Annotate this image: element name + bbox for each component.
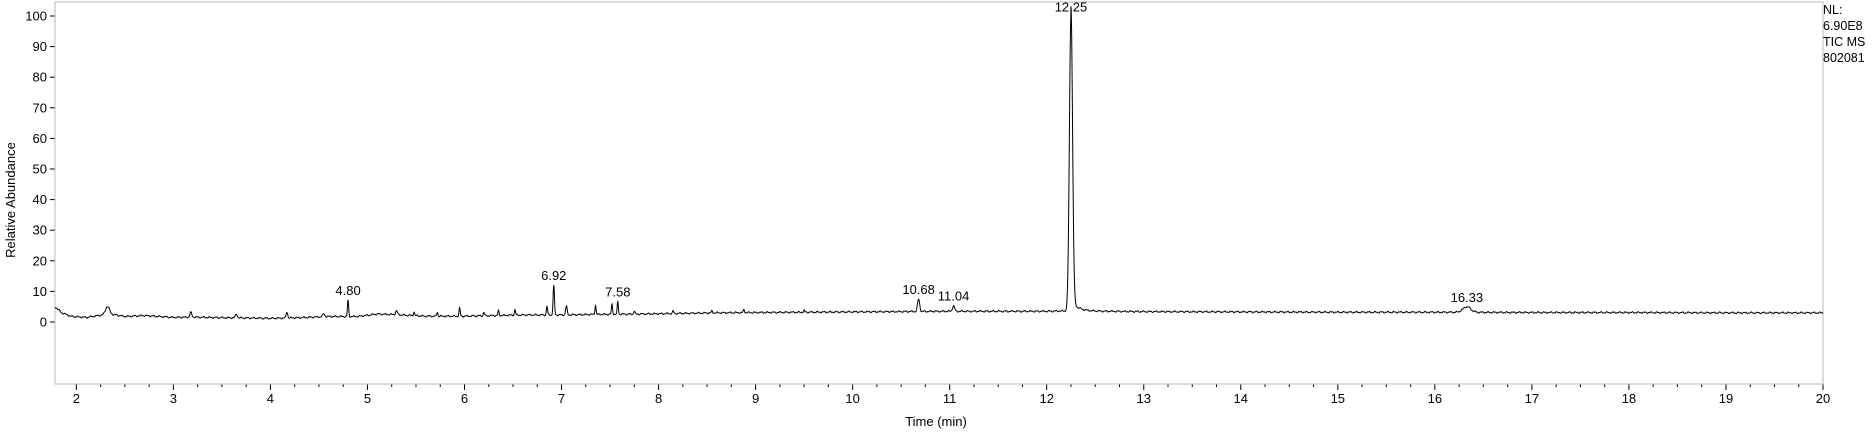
plot-frame — [54, 1, 1824, 385]
x-tick-label: 8 — [655, 391, 662, 406]
nl-label: NL: — [1823, 3, 1843, 17]
x-tick-label: 16 — [1428, 391, 1442, 406]
y-tick-label: 0 — [40, 315, 47, 330]
y-tick-label: 90 — [33, 39, 47, 54]
peak-label: 10.68 — [902, 282, 935, 297]
x-tick-label: 4 — [267, 391, 274, 406]
peak-labels: 4.80 6.92 7.58 10.68 11.04 12.25 16.33 — [335, 0, 1483, 305]
peak-label: 11.04 — [938, 289, 970, 304]
sample-id: 802081 — [1823, 51, 1865, 65]
x-tick-label: 10 — [845, 391, 859, 406]
y-tick-label: 50 — [33, 162, 47, 177]
x-tick-label: 18 — [1622, 391, 1636, 406]
y-tick-label: 80 — [33, 70, 47, 85]
peak-label: 4.80 — [335, 283, 360, 298]
x-tick-label: 13 — [1137, 391, 1151, 406]
y-tick-label: 40 — [33, 192, 47, 207]
y-tick-label: 70 — [33, 100, 47, 115]
y-axis-title: Relative Abundance — [3, 142, 18, 258]
nl-value: 6.90E8 — [1823, 19, 1863, 33]
peak-label: 7.58 — [605, 285, 630, 300]
y-tick-label: 60 — [33, 131, 47, 146]
tic-trace-line — [54, 6, 1824, 320]
y-axis: 0 10 20 30 40 50 60 70 80 90 100 — [25, 9, 55, 330]
x-axis: 2 3 4 5 6 7 8 9 10 11 12 13 14 15 16 17 18 19 20 — [73, 384, 1830, 406]
y-tick-label: 10 — [33, 284, 47, 299]
x-tick-label: 19 — [1719, 391, 1733, 406]
x-tick-label: 20 — [1816, 391, 1830, 406]
y-tick-label: 30 — [33, 223, 47, 238]
x-tick-label: 12 — [1039, 391, 1053, 406]
x-tick-label: 17 — [1525, 391, 1539, 406]
x-tick-label: 9 — [752, 391, 759, 406]
peak-label: 16.33 — [1451, 290, 1484, 305]
peak-label: 12.25 — [1055, 0, 1088, 15]
x-tick-label: 5 — [364, 391, 371, 406]
scan-filter: TIC MS — [1823, 35, 1866, 49]
x-tick-label: 6 — [461, 391, 468, 406]
y-tick-label: 100 — [25, 9, 47, 24]
x-axis-title: Time (min) — [905, 414, 967, 429]
y-tick-label: 20 — [33, 253, 47, 268]
x-tick-label: 2 — [73, 391, 80, 406]
peak-label: 6.92 — [541, 268, 566, 283]
x-tick-label: 3 — [170, 391, 177, 406]
x-tick-label: 14 — [1234, 391, 1248, 406]
x-tick-label: 15 — [1331, 391, 1345, 406]
x-tick-label: 11 — [943, 391, 957, 406]
info-panel: NL: 6.90E8 TIC MS 802081 — [1823, 2, 1865, 66]
x-tick-label: 7 — [558, 391, 565, 406]
